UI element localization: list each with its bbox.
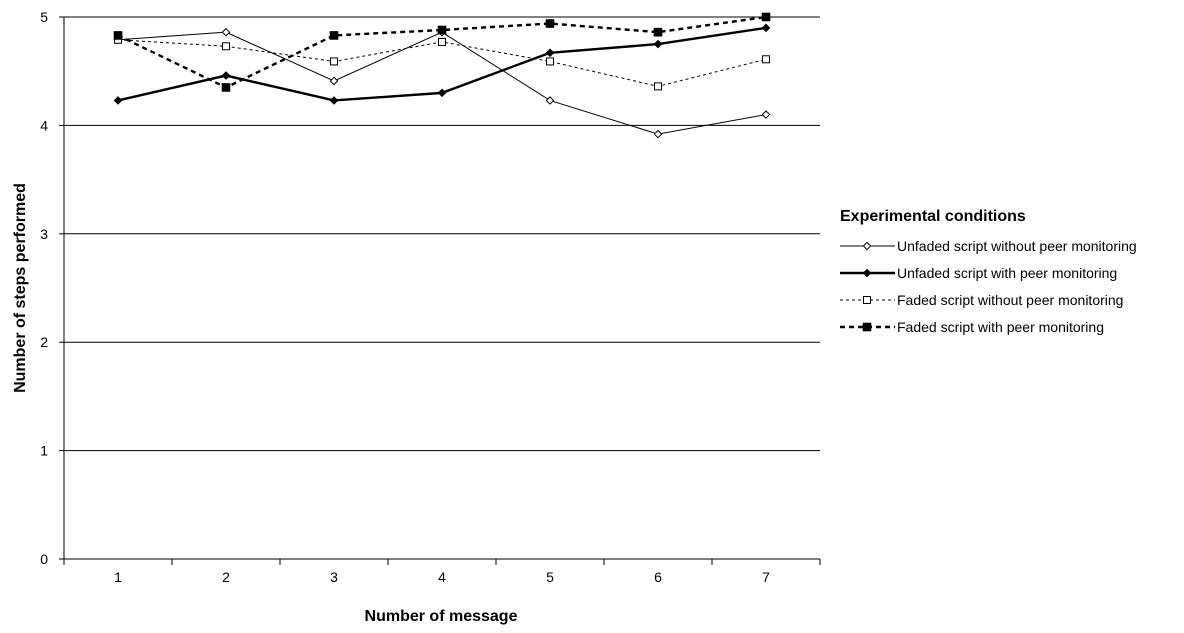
legend: Experimental conditions Unfaded script w… (840, 208, 1137, 335)
axes (59, 16, 821, 565)
data-point (330, 57, 338, 66)
legend-label: Faded script without peer monitoring (897, 292, 1123, 308)
legend-marker (862, 241, 872, 251)
data-point (761, 12, 771, 22)
tick-labels: 0 1 2 3 4 5 1 2 3 4 5 6 7 (40, 9, 770, 585)
data-point (653, 39, 663, 49)
data-point (329, 31, 339, 40)
x-tick-label: 1 (114, 569, 122, 585)
data-point (113, 31, 123, 40)
y-tick-label: 0 (40, 551, 48, 567)
y-tick-label: 1 (40, 443, 48, 459)
legend-item-2: Unfaded script with peer monitoring (840, 265, 1117, 281)
series-group (113, 12, 771, 139)
y-tick-label: 2 (40, 334, 48, 350)
x-tick-label: 6 (654, 569, 662, 585)
legend-item-3: Faded script without peer monitoring (840, 292, 1123, 308)
x-tick-label: 5 (546, 569, 554, 585)
y-tick-label: 4 (40, 117, 48, 133)
legend-label: Faded script with peer monitoring (897, 319, 1104, 335)
data-point (545, 96, 555, 105)
x-tick-label: 3 (330, 569, 338, 585)
data-point (221, 27, 231, 37)
data-point (653, 27, 663, 37)
data-point (545, 19, 555, 28)
x-tick-label: 4 (438, 569, 446, 585)
data-point (761, 23, 771, 33)
data-point (329, 96, 339, 105)
series-3 (114, 35, 770, 91)
x-tick-label: 7 (762, 569, 770, 585)
series-4 (113, 12, 771, 92)
legend-title: Experimental conditions (840, 208, 1026, 225)
data-point (762, 55, 770, 64)
data-point (437, 88, 447, 98)
legend-marker (863, 296, 871, 304)
data-point (546, 57, 554, 66)
legend-label: Unfaded script with peer monitoring (897, 265, 1117, 281)
data-point (222, 42, 230, 51)
gridlines (64, 16, 820, 452)
y-tick-label: 5 (40, 9, 48, 25)
series-line (117, 39, 767, 87)
data-point (221, 83, 231, 92)
series-2 (113, 23, 771, 105)
data-point (329, 76, 339, 86)
data-point (654, 82, 662, 91)
x-tick-label: 2 (222, 569, 230, 585)
y-tick-label: 3 (40, 226, 48, 242)
data-point (545, 48, 555, 58)
data-point (221, 71, 231, 80)
legend-item-1: Unfaded script without peer monitoring (840, 238, 1137, 254)
data-point (437, 25, 447, 35)
legend-marker (862, 268, 872, 278)
legend-item-4: Faded script with peer monitoring (840, 319, 1104, 335)
y-axis-title: Number of steps performed (12, 183, 29, 393)
legend-items: Unfaded script without peer monitoring Un… (840, 238, 1137, 335)
data-point (761, 110, 771, 119)
data-point (113, 96, 123, 105)
x-axis-title: Number of message (365, 608, 518, 625)
data-point (653, 129, 663, 139)
legend-marker (862, 322, 872, 332)
legend-label: Unfaded script without peer monitoring (897, 238, 1137, 254)
data-point (438, 37, 446, 46)
